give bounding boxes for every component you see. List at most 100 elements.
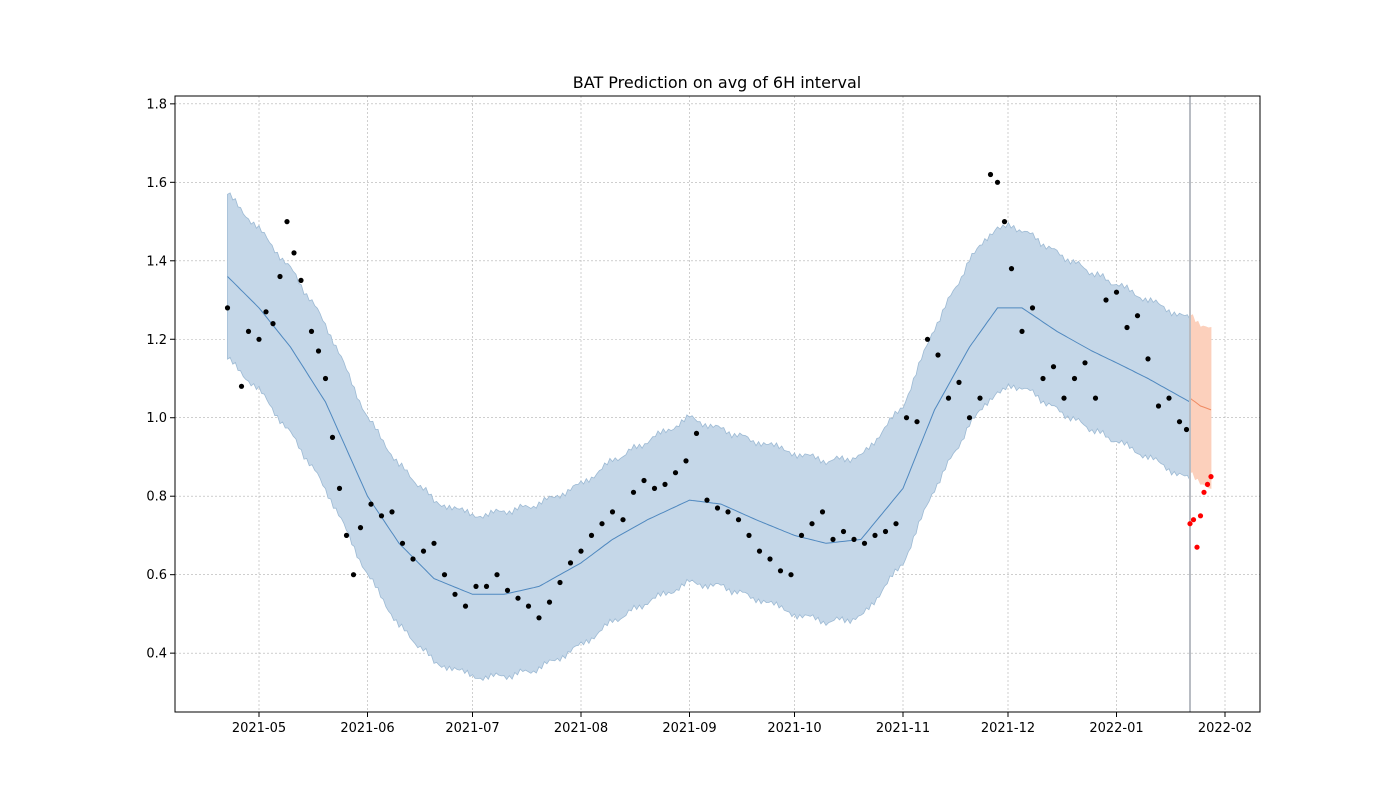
x-tick-label: 2021-08 (554, 721, 608, 736)
observed-point (840, 528, 847, 535)
observed-point (1183, 426, 1190, 433)
observed-point (977, 395, 983, 401)
observed-point (245, 328, 252, 334)
observed-point (277, 273, 283, 280)
observed-point (620, 517, 626, 523)
observed-point (1001, 219, 1008, 225)
plot-frame (174, 95, 1261, 713)
observed-point (420, 548, 427, 554)
forecast-band (1189, 314, 1212, 489)
observed-point (725, 509, 731, 515)
observed-point (1176, 419, 1183, 425)
actual-future-point (1204, 481, 1211, 487)
observed-point (336, 485, 343, 491)
forecast-line (1189, 397, 1212, 411)
observed-point (662, 481, 668, 487)
observed-point (256, 336, 262, 342)
observed-point (378, 513, 385, 519)
observed-point (263, 309, 269, 315)
observed-point (452, 591, 458, 597)
y-tick-label: 1.0 (146, 411, 167, 426)
observed-point (1071, 375, 1078, 382)
observed-point (994, 179, 1001, 185)
observed-point (683, 458, 689, 464)
observed-point (546, 599, 553, 605)
observed-point (1166, 395, 1172, 401)
observed-point (1103, 297, 1109, 303)
observed-point (308, 328, 315, 334)
y-tick-label: 0.4 (146, 647, 167, 662)
actual-future-point (1194, 544, 1200, 550)
observed-point (903, 415, 910, 421)
observed-point (441, 572, 448, 578)
observed-point (298, 277, 304, 283)
uncertainty-bands (227, 192, 1212, 682)
x-tick-label: 2021-09 (662, 721, 716, 736)
observed-point (462, 603, 469, 609)
observed-point (1134, 313, 1141, 319)
observed-point (609, 509, 616, 515)
observed-point (861, 540, 868, 546)
observed-point (238, 383, 245, 389)
observed-point (1019, 328, 1025, 334)
observed-point (1145, 356, 1151, 362)
observed-point (1008, 266, 1015, 272)
observed-point (798, 532, 805, 539)
observed-point (714, 505, 721, 511)
observed-point (935, 352, 941, 358)
observed-point (224, 305, 231, 311)
observed-point (767, 556, 773, 562)
observed-point (735, 517, 742, 523)
observed-point (270, 321, 276, 327)
observed-point (410, 556, 416, 562)
observed-point (641, 477, 647, 484)
y-tick-label: 1.2 (146, 333, 167, 348)
observed-point (956, 379, 962, 385)
observed-point (704, 497, 710, 503)
observed-point (284, 219, 290, 225)
observed-point (851, 536, 857, 543)
observed-point (494, 572, 500, 578)
observed-point (1124, 324, 1130, 331)
observed-point (557, 579, 563, 586)
observed-point (672, 470, 679, 476)
observed-point (966, 415, 973, 421)
actual-future-point (1190, 517, 1197, 523)
observed-point (431, 540, 437, 546)
observed-point (357, 525, 364, 531)
x-tick-label: 2021-06 (340, 721, 394, 736)
observed-point (777, 568, 784, 574)
observed-point (924, 336, 931, 342)
observed-point (882, 528, 889, 535)
observed-point (322, 375, 329, 382)
x-tick-label: 2021-12 (981, 721, 1035, 736)
y-tick-label: 1.8 (146, 97, 167, 112)
observed-point (588, 532, 595, 539)
observed-point (830, 536, 836, 543)
observed-point (945, 395, 952, 401)
y-tick-label: 0.6 (146, 568, 167, 583)
observed-point (567, 560, 574, 566)
observed-point (819, 509, 826, 515)
observed-point (599, 521, 605, 527)
observed-point (914, 419, 920, 425)
observed-point (536, 615, 542, 621)
observed-point (1113, 289, 1120, 295)
observed-point (1092, 395, 1099, 401)
observed-point (483, 583, 490, 590)
y-tick-label: 1.6 (146, 176, 167, 191)
observed-point (525, 603, 532, 609)
observed-point (315, 348, 322, 354)
observed-point (1029, 305, 1036, 311)
observed-point (368, 501, 374, 507)
observed-point (1061, 395, 1067, 401)
x-tick-label: 2021-05 (232, 721, 286, 736)
observed-point (1040, 375, 1046, 382)
x-tick-label: 2021-10 (767, 721, 821, 736)
observed-point (872, 532, 878, 539)
data-points (224, 171, 1214, 621)
observed-point (809, 521, 815, 527)
actual-future-point (1208, 474, 1214, 480)
actual-future-point (1187, 521, 1193, 527)
